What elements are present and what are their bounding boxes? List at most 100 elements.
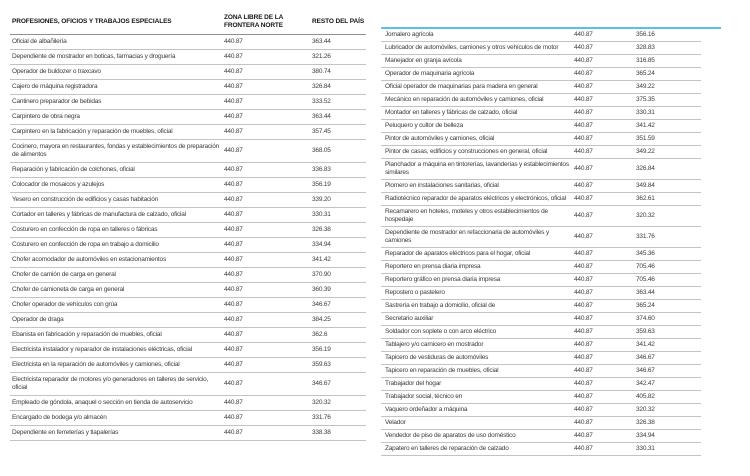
table-row: Pintor de automóviles y camiones, oficia… <box>381 133 701 146</box>
profession-cell: Chofer acomodador de automóviles en esta… <box>12 256 167 263</box>
table-row: Trabajador social, técnico en 440.87 405.8… <box>381 391 701 404</box>
zona-libre-cell: 440.87 <box>224 166 243 173</box>
profession-cell: Secretario auxiliar <box>385 315 434 322</box>
table-row: Planchador a máquina en tintorerías, lav… <box>381 159 701 180</box>
table-row: Operador de buldozer o traxcavo 440.87 380… <box>10 65 366 80</box>
resto-pais-cell: 339.20 <box>312 196 331 203</box>
zona-libre-cell: 440.87 <box>224 271 243 278</box>
column-header-zona-libre: ZONA LIBRE DE LA FRONTERA NORTE <box>224 14 284 29</box>
table-row: Tapicero en reparación de muebles, ofici… <box>381 365 701 378</box>
profession-cell: Empleado de góndola, anaquel o sección e… <box>12 399 193 406</box>
table-row: Empleado de góndola, anaquel o sección e… <box>10 396 366 411</box>
table-row: Carpintero de obra negra 440.87 363.44 <box>10 110 366 125</box>
profession-cell: Chofer operador de vehículos con grúa <box>12 301 118 308</box>
resto-pais-cell: 362.61 <box>636 195 655 202</box>
profession-cell: Velador <box>385 419 406 426</box>
profession-cell: Dependiente en ferreterías y tlapalerías <box>12 429 119 436</box>
profession-cell: Plomero en instalaciones sanitarias, ofi… <box>385 182 499 189</box>
zona-libre-cell: 440.87 <box>224 38 243 45</box>
zona-libre-cell: 440.87 <box>224 286 243 293</box>
profession-cell: Tapicero de vestiduras de automóviles <box>385 354 489 361</box>
profession-cell: Ebanista en fabricación y reparación de … <box>12 331 162 338</box>
table-row: Dependiente en ferreterías y tlapalerías… <box>10 426 366 441</box>
table-row: Cantinero preparador de bebidas 440.87 333… <box>10 95 366 110</box>
resto-pais-cell: 349.22 <box>636 148 655 155</box>
resto-pais-cell: 341.42 <box>636 122 655 129</box>
resto-pais-cell: 341.42 <box>636 341 655 348</box>
resto-pais-cell: 365.24 <box>636 302 655 309</box>
zona-libre-cell: 440.87 <box>574 233 593 240</box>
profession-cell: Colocador de mosaicos y azulejos <box>12 181 105 188</box>
zona-libre-cell: 440.87 <box>224 380 243 387</box>
resto-pais-cell: 341.42 <box>312 256 331 263</box>
profession-cell: Reportero gráfico en prensa diaria impre… <box>385 276 501 283</box>
table-row: Dependiente de mostrador en refaccionari… <box>381 227 701 248</box>
profession-cell: Cantinero preparador de bebidas <box>12 98 102 105</box>
profession-cell: Oficial de albañilería <box>12 38 67 45</box>
profession-cell: Vaquero ordeñador a máquina <box>385 406 468 413</box>
resto-pais-cell: 370.90 <box>312 271 331 278</box>
profession-cell: Costurero en confección de ropa en traba… <box>12 241 159 248</box>
table-row: Reparación y fabricación de colchones, o… <box>10 163 366 178</box>
table-row: Tablajero y/o carnicero en mostrador 440.… <box>381 339 701 352</box>
resto-pais-cell: 346.67 <box>312 380 331 387</box>
zona-libre-cell: 440.87 <box>574 96 593 103</box>
resto-pais-cell: 405.82 <box>636 393 655 400</box>
zona-libre-cell: 440.87 <box>224 241 243 248</box>
zona-libre-cell: 440.87 <box>224 68 243 75</box>
table-row: Vaquero ordeñador a máquina 440.87 320.32 <box>381 404 701 417</box>
resto-pais-cell: 380.74 <box>312 68 331 75</box>
profession-cell: Tablajero y/o carnicero en mostrador <box>385 341 484 348</box>
profession-cell: Cortador en talleres y fábricas de manuf… <box>12 211 186 218</box>
resto-pais-cell: 320.32 <box>636 212 655 219</box>
table-row: Tapicero de vestiduras de automóviles 440… <box>381 352 701 365</box>
profession-cell: Operador de maquinaria agrícola <box>385 70 475 77</box>
table-row: Chofer acomodador de automóviles en esta… <box>10 253 366 268</box>
resto-pais-cell: 368.05 <box>312 147 331 154</box>
resto-pais-cell: 330.31 <box>636 445 655 452</box>
profession-cell: Electricista reparador de motores y/o ge… <box>12 376 209 391</box>
profession-cell: Operador de draga <box>12 316 64 323</box>
resto-pais-cell: 363.44 <box>636 289 655 296</box>
table-row: Oficial de albañilería 440.87 363.44 <box>10 35 366 50</box>
profession-cell: Tapicero en reparación de muebles, ofici… <box>385 367 499 374</box>
zona-libre-cell: 440.87 <box>224 83 243 90</box>
zona-libre-cell: 440.87 <box>574 195 593 202</box>
profession-cell: Electricista en la reparación de automóv… <box>12 361 180 368</box>
table-row: Yesero en construcción de edificios y ca… <box>10 193 366 208</box>
table-row: Peluquero y cultor de belleza 440.87 341.4… <box>381 120 701 133</box>
table-row: Radiotécnico reparador de aparatos eléct… <box>381 193 701 206</box>
profession-cell: Montador en talleres y fábricas de calza… <box>385 109 518 116</box>
zona-libre-cell: 440.87 <box>224 429 243 436</box>
zona-libre-cell: 440.87 <box>574 445 593 452</box>
profession-cell: Chofer de camioneta de carga en general <box>12 286 125 293</box>
table-row: Velador 440.87 326.38 <box>381 417 701 430</box>
table-row: Reportero en prensa diaria impresa 440.87… <box>381 261 701 274</box>
zona-libre-cell: 440.87 <box>574 122 593 129</box>
table-row: Operador de maquinaria agrícola 440.87 365… <box>381 68 701 81</box>
zona-libre-cell: 440.87 <box>224 128 243 135</box>
zona-libre-cell: 440.87 <box>224 226 243 233</box>
table-row: Sastrería en trabajo a domicilio, oficia… <box>381 300 701 313</box>
resto-pais-cell: 326.84 <box>312 83 331 90</box>
resto-pais-cell: 375.35 <box>636 96 655 103</box>
resto-pais-cell: 334.94 <box>312 241 331 248</box>
table-row: Reportero gráfico en prensa diaria impre… <box>381 274 701 287</box>
profession-cell: Radiotécnico reparador de aparatos eléct… <box>385 195 566 202</box>
table-row: Colocador de mosaicos y azulejos 440.87 35… <box>10 178 366 193</box>
zona-libre-cell: 440.87 <box>224 256 243 263</box>
resto-pais-cell: 365.24 <box>636 70 655 77</box>
resto-pais-cell: 360.39 <box>312 286 331 293</box>
table-row: Secretario auxiliar 440.87 374.60 <box>381 313 701 326</box>
table-row: Manejador en granja avícola 440.87 316.85 <box>381 55 701 68</box>
profession-cell: Pintor de automóviles y camiones, oficia… <box>385 135 495 142</box>
table-row: Electricista reparador de motores y/o ge… <box>10 373 366 396</box>
table-row: Electricista en la reparación de automóv… <box>10 358 366 373</box>
profession-cell: Operador de buldozer o traxcavo <box>12 68 101 75</box>
table-row: Reparador de aparatos eléctricos para el… <box>381 248 701 261</box>
profession-cell: Cajero de máquina registradora <box>12 83 98 90</box>
zona-libre-cell: 440.87 <box>574 148 593 155</box>
zona-libre-cell: 440.87 <box>574 70 593 77</box>
profession-cell: Pintor de casas, edificios y construccio… <box>385 148 548 155</box>
